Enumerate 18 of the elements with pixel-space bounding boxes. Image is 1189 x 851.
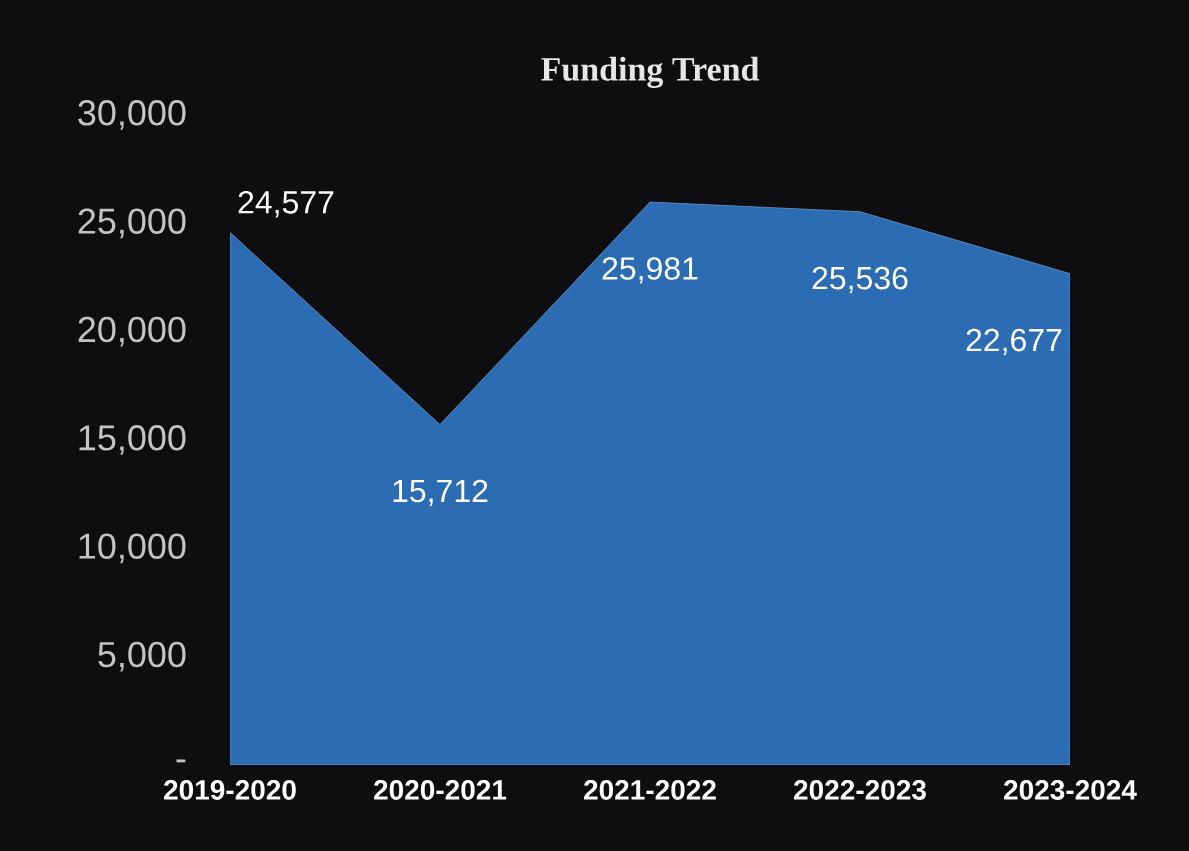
y-tick-label: 20,000 [78,316,186,347]
x-tick-label: 2023-2024 [1004,780,1137,800]
y-tick-label: 15,000 [79,425,186,455]
y-tick-label: 10,000 [79,533,186,564]
data-label: 25,536 [812,266,908,294]
chart-title: Funding Trend [541,56,760,88]
y-tick-label: 25,000 [78,208,186,239]
y-tick-label: - [176,759,186,763]
x-tick-label: 2022-2023 [794,780,926,800]
data-label: 24,577 [238,191,334,218]
data-label: 25,981 [602,257,698,284]
data-label: 22,677 [966,328,1062,356]
x-tick-label: 2021-2022 [584,780,716,800]
x-tick-label: 2020-2021 [374,780,507,800]
y-tick-label: 30,000 [78,100,186,130]
y-tick-label: 5,000 [98,641,186,672]
data-label: 15,712 [393,479,488,507]
x-tick-label: 2019-2020 [164,780,296,800]
